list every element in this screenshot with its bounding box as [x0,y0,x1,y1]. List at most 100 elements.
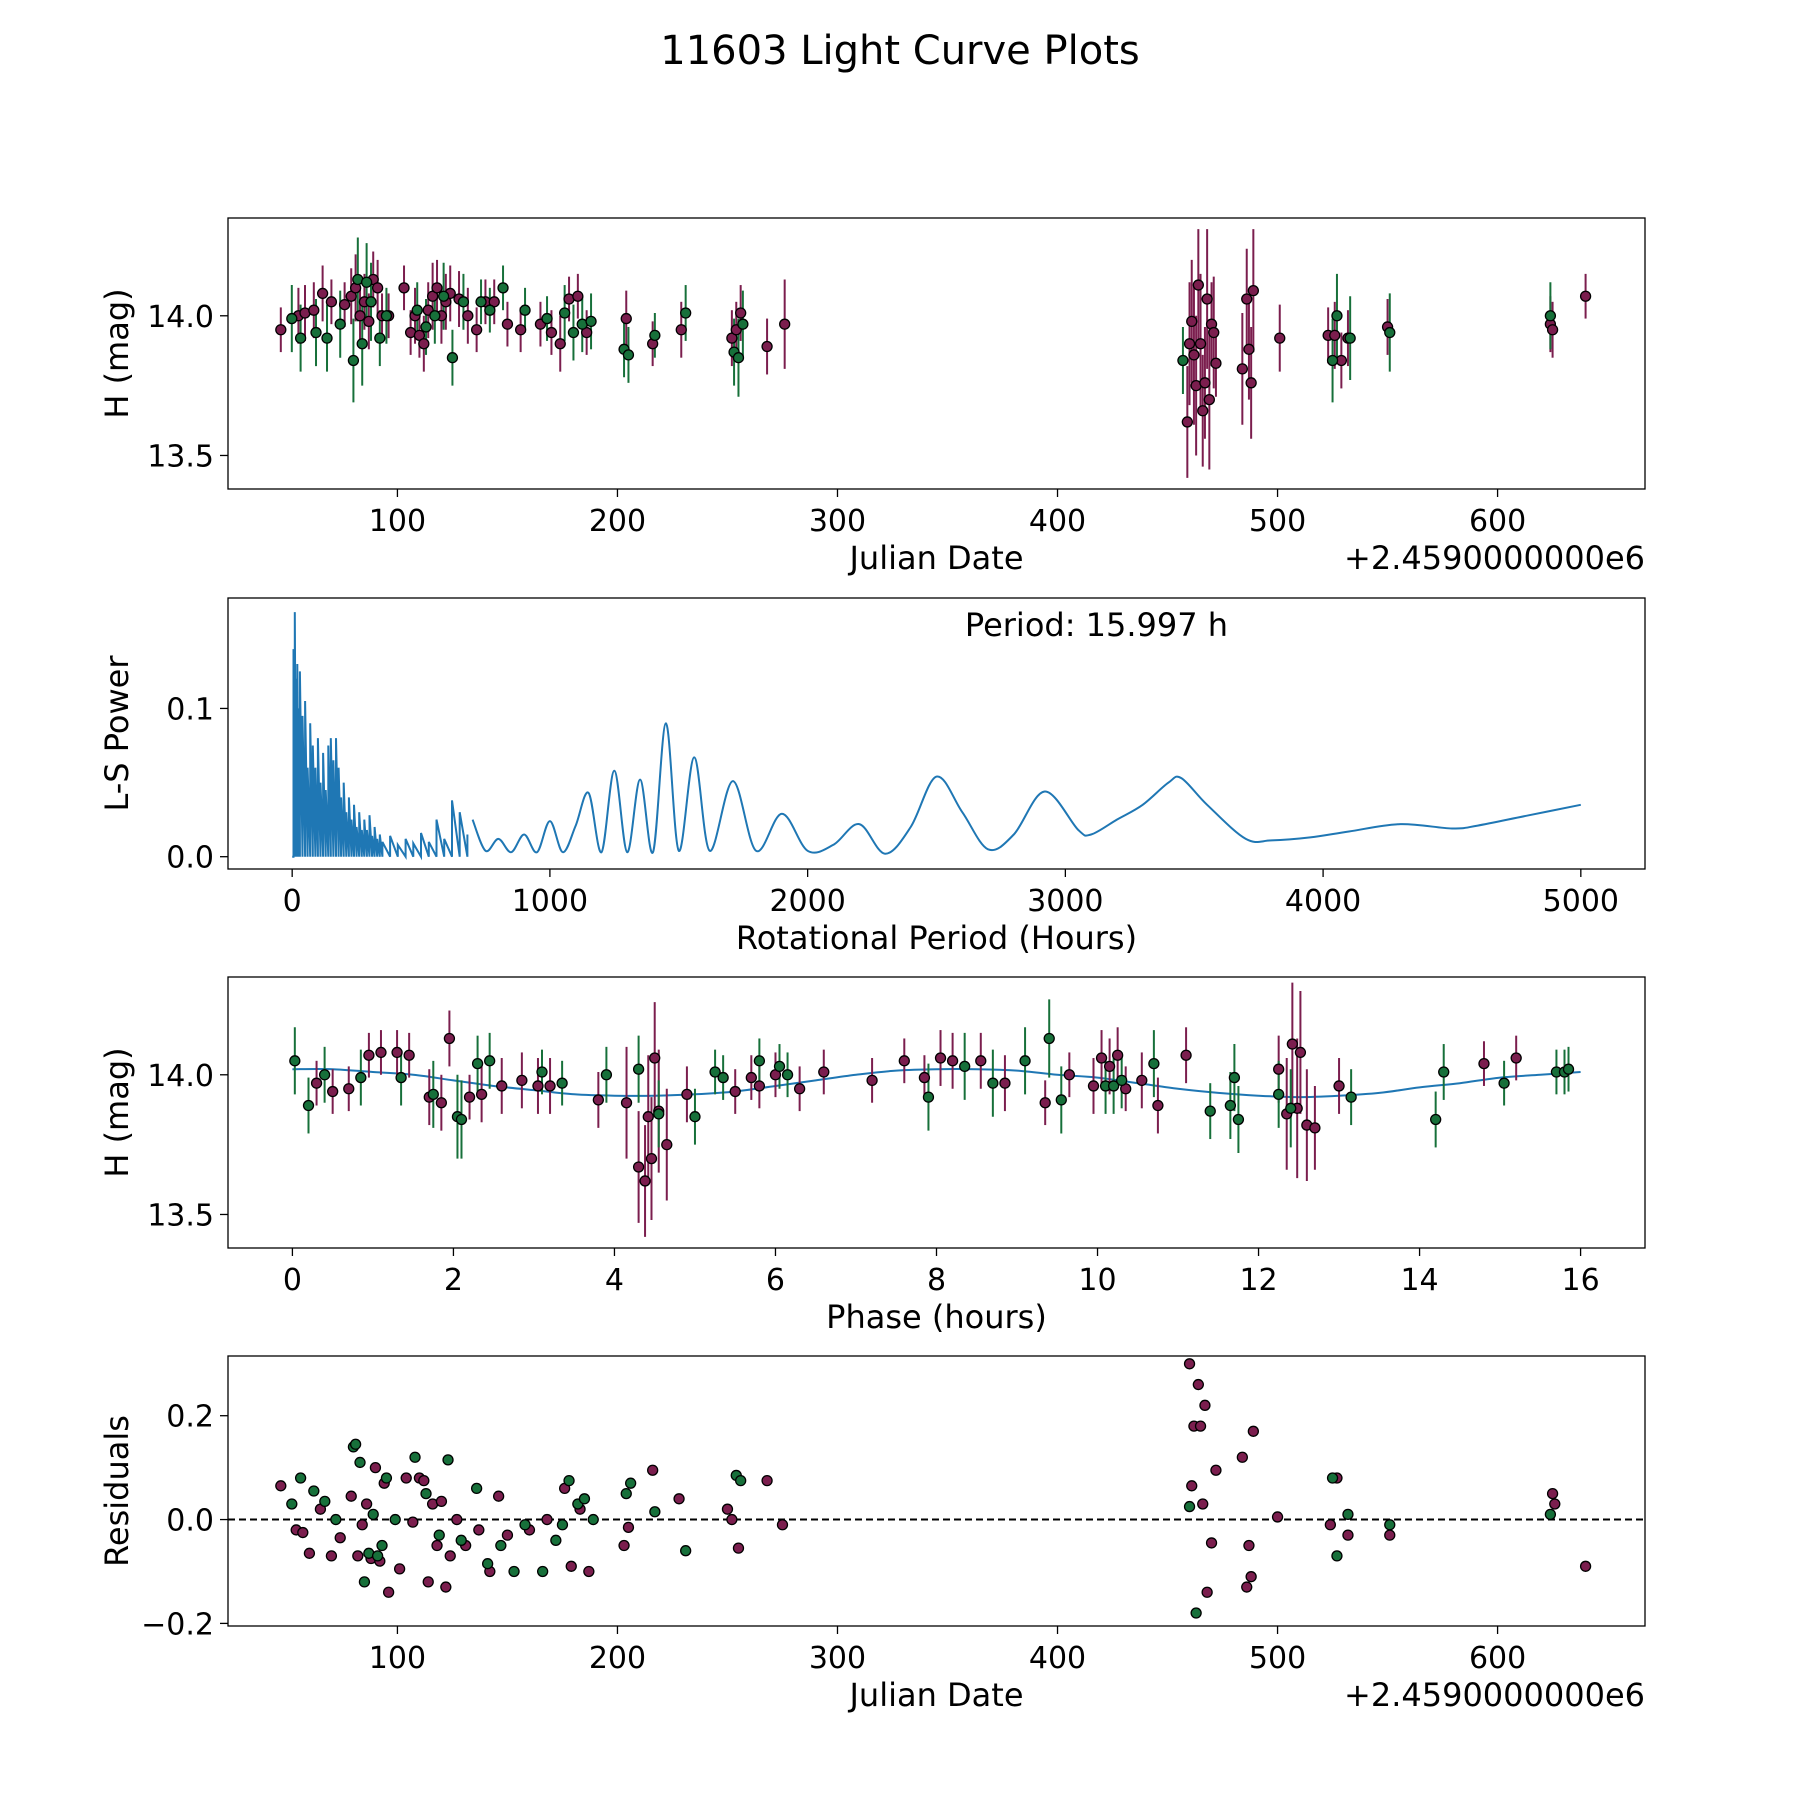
data-point [365,296,377,308]
data-point [681,1088,693,1100]
data-point [1201,293,1213,305]
data-point [446,352,459,364]
data-point [316,287,329,300]
data-point [563,1474,575,1487]
data-point [1236,1451,1248,1463]
data-point [411,304,423,316]
data-point [302,1099,315,1112]
data-point [1203,393,1215,406]
data-point [473,1524,485,1536]
y-tick-label: 13.5 [147,1198,214,1233]
data-point [618,1539,630,1552]
data-point [303,1547,316,1559]
data-point [753,1080,766,1092]
data-point [420,1487,432,1500]
data-point [735,307,747,319]
x-tick-label: 3000 [1027,884,1103,919]
panel-3: 0 2 4 6 8 10 12 14 16 13.5 14.0 Phase (hours) H (mag… [98,976,1646,1336]
data-point [709,1066,721,1078]
data-point [946,1055,959,1067]
data-point [1285,1102,1297,1114]
data-point [1095,1052,1108,1064]
data-point [1345,1091,1357,1103]
data-point [587,1513,599,1526]
data-point [492,1490,505,1502]
data-point [501,318,514,330]
data-point [319,1495,331,1508]
data-point [380,310,393,322]
data-point [556,1077,568,1089]
data-point [729,1085,741,1098]
data-point [773,1060,786,1073]
data-point [358,1576,371,1588]
data-point [431,282,443,294]
data-point [1247,1425,1259,1437]
data-point [286,1498,298,1510]
data-point [496,1080,508,1092]
data-point [753,1055,766,1067]
data-point [622,349,635,361]
data-point [1273,1088,1285,1100]
data-point [455,1534,467,1546]
data-point [310,326,322,339]
data-point [330,1513,342,1526]
data-point [1199,1399,1211,1411]
data-point [1274,332,1286,344]
x-offset-label: +2.4590000000e6 [1344,539,1645,577]
data-point [393,1563,406,1575]
data-point [1344,332,1356,344]
data-point [1210,1464,1222,1476]
data-point [1241,293,1253,305]
data-point [519,1519,531,1531]
data-point [556,1519,569,1531]
data-point [793,1083,806,1095]
data-point [675,324,687,336]
data-point [1549,1498,1561,1510]
data-point [649,329,661,341]
data-point [352,1550,364,1562]
data-point [1039,1097,1051,1109]
data-point [470,1482,483,1495]
data-point [1183,338,1196,350]
data-point [934,1052,947,1064]
data-point [375,1046,387,1059]
data-point [649,1506,661,1518]
figure-title: 11603 Light Curve Plots [660,28,1140,74]
data-point [429,310,441,322]
data-point [632,1161,645,1173]
y-tick-label: 0.1 [166,692,214,727]
data-point [1430,1113,1442,1126]
data-point [1188,349,1200,361]
axes-frame [227,217,1646,490]
data-point [497,282,509,294]
data-point [470,324,483,336]
data-point [1546,324,1559,336]
data-point [1043,1032,1055,1045]
plot-area [228,1358,1645,1619]
data-point [918,1071,931,1084]
data-point [1333,1080,1345,1092]
x-tick-label: 100 [369,504,426,539]
data-point [1510,1052,1522,1064]
x-tick-label: 4 [605,1263,624,1298]
data-point [532,1080,544,1092]
data-point [356,338,368,350]
data-point [1181,416,1193,428]
axes-frame [227,1355,1646,1627]
data-point [275,324,287,336]
data-point [1194,338,1207,350]
data-point [275,1480,287,1492]
data-point [1197,405,1209,417]
data-point [737,318,749,330]
data-point [781,1069,794,1081]
data-point [1210,357,1222,369]
data-point [732,352,745,364]
data-point [400,1472,412,1484]
data-point [1271,1511,1284,1523]
data-point [620,1487,632,1500]
data-point [1579,290,1592,302]
data-point [327,1085,339,1098]
data-point [371,1550,384,1562]
data-point [431,1539,443,1552]
periodogram-line [471,722,1581,855]
